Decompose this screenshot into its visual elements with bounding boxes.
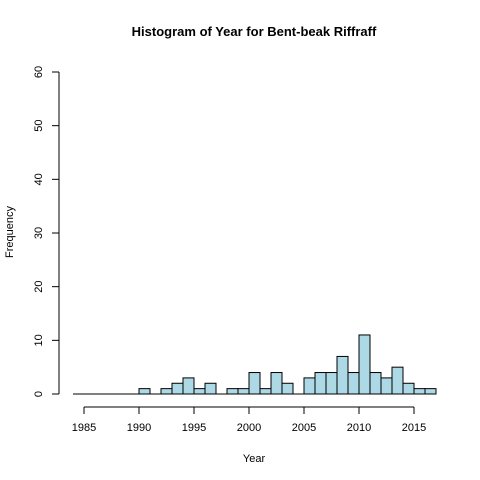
y-tick-label: 30: [33, 227, 45, 239]
x-tick-label: 1990: [127, 422, 151, 434]
histogram-bar: [314, 372, 327, 395]
y-tick-label: 20: [33, 281, 45, 293]
histogram-bar: [160, 388, 173, 395]
x-tick-label: 2015: [402, 422, 426, 434]
histogram-bar: [259, 388, 272, 395]
x-tick-label: 1985: [72, 422, 96, 434]
y-axis-label: Frequency: [4, 206, 16, 258]
chart-title: Histogram of Year for Bent-beak Riffraff: [132, 24, 377, 39]
histogram-bar: [193, 388, 206, 395]
y-tick-label: 50: [33, 120, 45, 132]
y-tick-label: 0: [33, 391, 45, 397]
histogram-bar: [347, 372, 360, 395]
histogram-bar: [237, 388, 250, 395]
histogram-bar: [171, 382, 184, 395]
histogram-bar: [204, 382, 217, 395]
histogram-bar: [424, 388, 437, 395]
histogram-bar: [248, 372, 261, 395]
histogram-bar: [303, 377, 316, 395]
histogram-bar: [336, 355, 349, 395]
y-tick-label: 60: [33, 66, 45, 78]
x-tick-label: 2000: [237, 422, 261, 434]
histogram-bar: [413, 388, 426, 395]
histogram-bar: [270, 372, 283, 395]
x-tick-label: 2005: [292, 422, 316, 434]
y-tick-label: 40: [33, 173, 45, 185]
histogram-bar: [369, 372, 382, 395]
x-axis: 1985 1990 1995 2000 2005 2010 2015: [72, 406, 426, 434]
histogram-bar: [325, 372, 338, 395]
y-axis: 0 10 20 30 40 50 60: [33, 66, 60, 397]
x-tick-label: 2010: [347, 422, 371, 434]
histogram-bar: [281, 382, 294, 395]
x-axis-label: Year: [243, 453, 266, 465]
histogram-bar: [226, 388, 239, 395]
histogram-bar: [380, 377, 393, 395]
histogram-bar: [182, 377, 195, 395]
histogram-bar: [358, 334, 371, 395]
histogram-bar: [138, 388, 151, 395]
histogram-bar: [391, 366, 404, 395]
x-tick-label: 1995: [182, 422, 206, 434]
histogram-bar: [402, 382, 415, 395]
bars-group: [73, 334, 437, 395]
y-tick-label: 10: [33, 334, 45, 346]
